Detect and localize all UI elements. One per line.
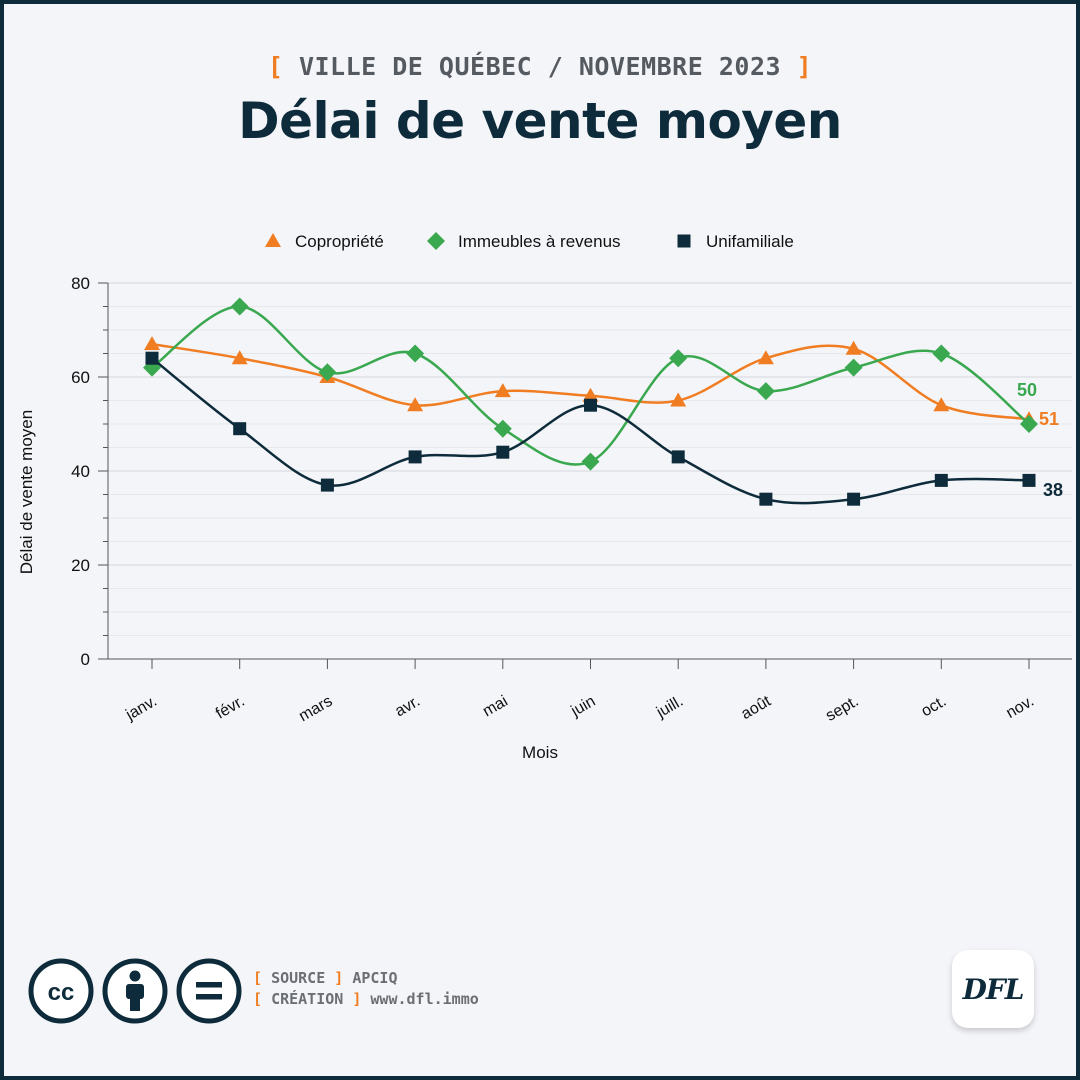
data-point	[847, 492, 861, 506]
x-axis-title: Mois	[522, 743, 558, 762]
y-axis-title: Délai de vente moyen	[17, 410, 36, 574]
dfl-logo[interactable]: DFL	[952, 950, 1034, 1028]
x-tick-label: août	[738, 692, 774, 723]
data-point	[845, 340, 862, 355]
end-value-label: 38	[1043, 480, 1063, 500]
data-point	[581, 452, 600, 471]
y-tick-label: 80	[71, 274, 90, 293]
x-tick-label: juin	[568, 693, 599, 721]
data-point	[230, 297, 249, 316]
legend-item: Immeubles à revenus	[427, 232, 621, 251]
x-tick-label: oct.	[918, 693, 949, 721]
data-point	[144, 336, 160, 351]
y-tick-label: 20	[71, 556, 90, 575]
data-point	[934, 473, 948, 487]
end-value-label: 50	[1017, 380, 1037, 400]
subtitle-text: VILLE DE QUÉBEC / NOVEMBRE 2023	[298, 52, 782, 81]
series-2: 38	[145, 351, 1063, 506]
data-point	[406, 344, 425, 363]
data-point	[584, 398, 597, 412]
x-tick-label: nov.	[1003, 693, 1037, 722]
series-line	[151, 357, 1030, 505]
legend-label: Copropriété	[295, 232, 384, 251]
license-icons: cc	[28, 958, 243, 1029]
data-point	[494, 383, 511, 398]
data-point	[1022, 473, 1036, 487]
poster-frame	[4, 4, 1076, 1076]
chart-title: Délai de vente moyen	[238, 92, 842, 150]
creation-bracket-open: [	[253, 990, 263, 1008]
y-tick-label: 0	[81, 650, 90, 669]
nd-icon	[176, 958, 242, 1024]
source-bracket-close: ]	[334, 969, 344, 987]
data-point	[759, 492, 773, 506]
data-point	[493, 419, 512, 438]
legend: Copropriété Immeubles à revenus Unifamilia…	[265, 232, 794, 251]
legend-marker	[677, 234, 691, 248]
legend-marker	[265, 233, 281, 247]
end-value-label: 51	[1039, 409, 1059, 429]
source-key: SOURCE	[271, 969, 326, 987]
x-tick-label: févr.	[213, 693, 248, 723]
source-line: [ SOURCE ] APCIQ	[253, 968, 479, 989]
data-point	[933, 397, 950, 412]
subtitle-bracket-open: [	[267, 52, 284, 81]
y-axis: 0 20 40 60 80	[71, 274, 109, 669]
series-0: 51	[144, 336, 1059, 429]
data-point	[932, 344, 951, 363]
cc-icon: cc	[28, 958, 94, 1024]
footer-credits: [ SOURCE ] APCIQ [ CRÉATION ] www.dfl.im…	[253, 968, 479, 1010]
legend-marker	[427, 232, 445, 250]
data-point	[1020, 415, 1038, 433]
by-icon	[102, 958, 168, 1024]
legend-item: Unifamiliale	[677, 232, 794, 251]
x-tick-label: mai	[480, 693, 511, 721]
legend-label: Immeubles à revenus	[458, 232, 621, 251]
data-point	[145, 351, 159, 365]
logo-text: DFL	[962, 972, 1025, 1006]
legend-label: Unifamiliale	[706, 232, 794, 251]
creation-bracket-close: ]	[352, 990, 362, 1008]
legend-item: Copropriété	[265, 232, 384, 251]
x-tick-label: sept.	[823, 693, 862, 725]
x-axis: janv. févr. mars avr. mai juin juill. août sept.…	[108, 658, 1072, 726]
series-1: 50	[143, 297, 1038, 471]
creation-line: [ CRÉATION ] www.dfl.immo	[253, 989, 479, 1010]
creation-key: CRÉATION	[271, 990, 344, 1008]
data-point	[496, 445, 510, 459]
svg-text:cc: cc	[48, 979, 75, 1006]
subtitle-bracket-close: ]	[796, 52, 813, 81]
data-point	[671, 450, 685, 464]
data-point	[669, 349, 688, 368]
data-point	[670, 392, 687, 407]
data-point	[756, 382, 775, 401]
data-point	[320, 478, 334, 492]
data-point	[757, 350, 774, 365]
data-point	[231, 350, 248, 365]
x-tick-label: avr.	[392, 693, 423, 721]
data-point	[582, 387, 599, 402]
source-value: APCIQ	[352, 969, 398, 987]
creation-value[interactable]: www.dfl.immo	[370, 990, 479, 1008]
y-tick-label: 60	[71, 368, 90, 387]
data-point	[318, 363, 337, 382]
source-bracket-open: [	[253, 969, 263, 987]
data-point	[407, 397, 424, 412]
x-tick-label: janv.	[122, 693, 160, 725]
chart-subtitle: [ VILLE DE QUÉBEC / NOVEMBRE 2023 ]	[0, 52, 1080, 81]
x-tick-label: juill.	[653, 693, 686, 722]
data-point	[844, 358, 863, 377]
data-point	[233, 422, 247, 436]
y-tick-label: 40	[71, 462, 90, 481]
x-tick-label: mars	[296, 693, 335, 726]
data-point	[408, 450, 422, 464]
grid	[108, 282, 1072, 660]
